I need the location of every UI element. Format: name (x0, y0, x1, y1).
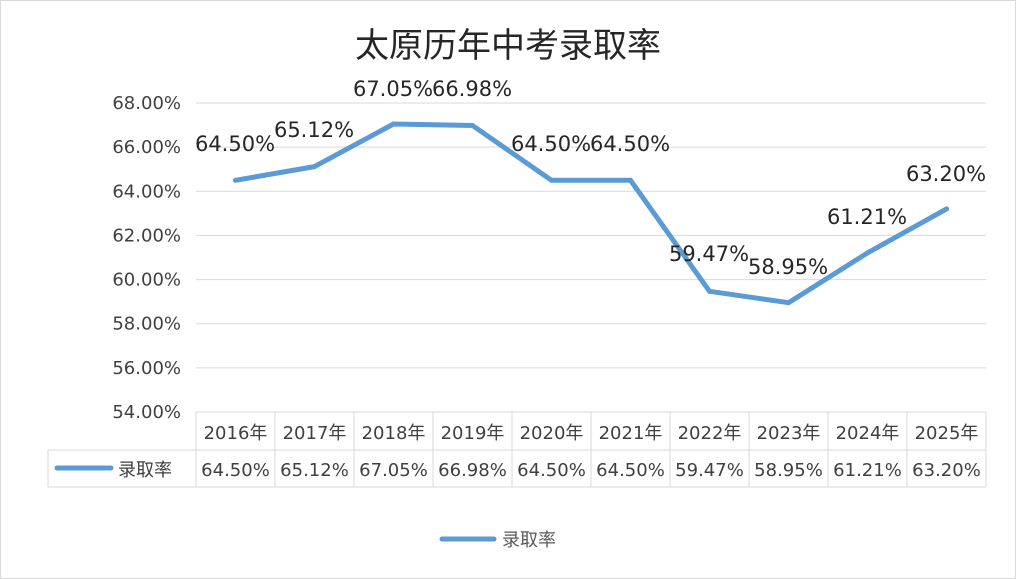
data-point (707, 288, 712, 294)
data-labels: 64.50%65.12%67.05%66.98%64.50%64.50%59.4… (195, 77, 986, 279)
x-category-label: 2019年 (441, 423, 505, 444)
x-category-label: 2020年 (520, 423, 584, 444)
table-value-cell: 58.95% (754, 460, 823, 481)
data-label: 61.21% (827, 205, 907, 229)
table-value-cell: 59.47% (675, 460, 744, 481)
chart-title: 太原历年中考录取率 (355, 26, 661, 66)
x-category-label: 2022年 (678, 423, 742, 444)
data-point (549, 177, 554, 183)
y-tick-label: 68.00% (112, 93, 181, 114)
x-category-label: 2016年 (204, 423, 268, 444)
data-point (391, 121, 396, 127)
x-category-label: 2021年 (599, 423, 663, 444)
data-label: 67.05% (353, 77, 433, 101)
data-label: 64.50% (195, 132, 275, 156)
data-point (628, 177, 633, 183)
table-value-cell: 66.98% (438, 460, 507, 481)
x-category-label: 2017年 (283, 423, 347, 444)
table-value-cell: 64.50% (517, 460, 586, 481)
data-point (944, 206, 949, 212)
x-category-label: 2025年 (915, 423, 979, 444)
data-point (786, 300, 791, 306)
data-label: 63.20% (906, 162, 986, 186)
data-label: 64.50% (511, 132, 591, 156)
y-tick-label: 58.00% (112, 314, 181, 335)
table-value-cell: 64.50% (201, 460, 270, 481)
table-value-cell: 67.05% (359, 460, 428, 481)
series-line-group (233, 121, 949, 306)
y-tick-label: 56.00% (112, 358, 181, 379)
legend-label: 录取率 (502, 530, 556, 551)
data-label: 64.50% (590, 132, 670, 156)
data-point (233, 177, 238, 183)
table-value-cell: 64.50% (596, 460, 665, 481)
x-category-label: 2024年 (836, 423, 900, 444)
table-value-cell: 63.20% (912, 460, 981, 481)
data-table: 2016年 64.50% 2017年 65.12% 2018年 67.05% 2019年 66… (47, 411, 987, 488)
data-point (865, 250, 870, 256)
data-label: 65.12% (274, 118, 354, 142)
data-label: 59.47% (669, 242, 749, 266)
y-axis: 54.00% 56.00% 58.00% 60.00% 62.00% 64.00% 66.0… (112, 93, 181, 423)
x-category-label: 2018年 (362, 423, 426, 444)
y-tick-label: 64.00% (112, 181, 181, 202)
data-point (470, 123, 475, 129)
data-point (312, 164, 317, 170)
legend: 录取率 (439, 530, 556, 551)
series-line (233, 121, 949, 306)
data-label: 58.95% (748, 255, 828, 279)
y-tick-label: 60.00% (112, 270, 181, 291)
y-tick-label: 66.00% (112, 137, 181, 158)
x-category-label: 2023年 (757, 423, 821, 444)
table-series-name: 录取率 (118, 460, 172, 481)
gridlines (196, 102, 986, 369)
data-label: 66.98% (432, 77, 512, 101)
y-tick-label: 62.00% (112, 225, 181, 246)
table-value-cell: 61.21% (833, 460, 902, 481)
y-tick-label: 54.00% (112, 402, 181, 423)
table-value-cell: 65.12% (280, 460, 349, 481)
